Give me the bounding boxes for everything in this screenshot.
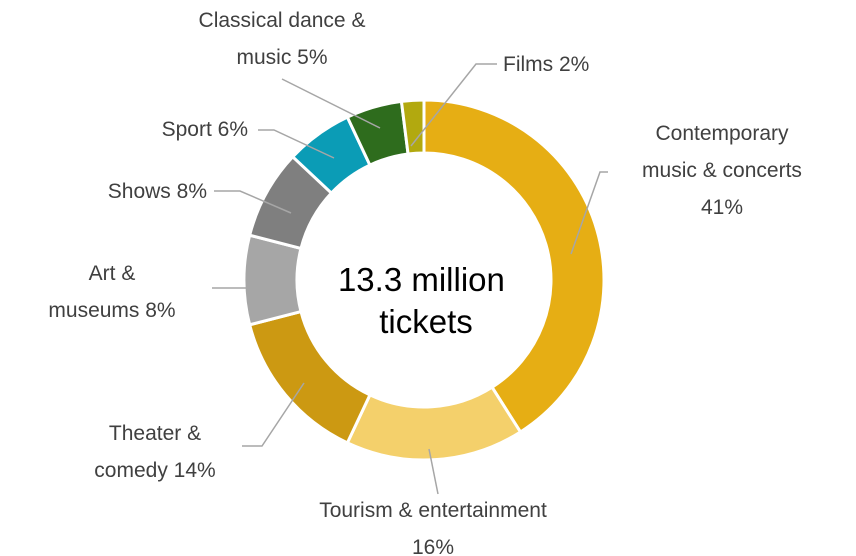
donut-slice [247,309,372,445]
slice-label-line: music & concerts [642,159,802,182]
donut-slice [242,233,303,327]
leader-line [281,78,381,129]
slice-label-line: Tourism & entertainment [319,499,547,522]
leader-line [410,63,497,147]
slice-label: Tourism & entertainment 16% [319,499,547,556]
leader-line [214,190,292,214]
slice-label: Art & museums 8% [48,262,175,322]
donut-slice [345,385,523,462]
slice-label-line: Contemporary [655,122,789,145]
slice-labels-group: Contemporary music & concerts 41% Tourism &… [48,9,802,556]
leader-line [428,448,439,495]
center-label-line: 13.3 million [338,261,505,298]
slice-label-line: Sport 6% [162,118,248,141]
slice-label-line: music 5% [236,46,327,69]
center-label: 13.3 million tickets [338,261,514,340]
leader-line [258,129,335,159]
leader-lines-group [212,63,608,495]
leader-line [570,171,608,255]
slice-label: Contemporary music & concerts 41% [642,122,802,219]
slice-label-line: Classical dance & [199,9,366,32]
slices-group [242,98,606,462]
slice-label: Sport 6% [162,118,248,141]
donut-slice [422,98,606,435]
slice-label: Films 2% [503,53,589,76]
slice-label-line: museums 8% [48,299,175,322]
slice-label-line: 41% [701,196,743,219]
slice-label: Classical dance & music 5% [199,9,366,69]
slice-label-line: Theater & [109,422,201,445]
center-label-line: tickets [379,303,473,340]
slice-label: Shows 8% [108,180,207,203]
slice-label-line: 16% [412,536,454,556]
slice-label-line: comedy 14% [94,459,215,482]
slice-label-line: Art & [89,262,136,285]
slice-label-line: Films 2% [503,53,589,76]
donut-slice [399,98,426,156]
slice-label: Theater & comedy 14% [94,422,215,482]
leader-line [242,382,305,447]
slice-label-line: Shows 8% [108,180,207,203]
